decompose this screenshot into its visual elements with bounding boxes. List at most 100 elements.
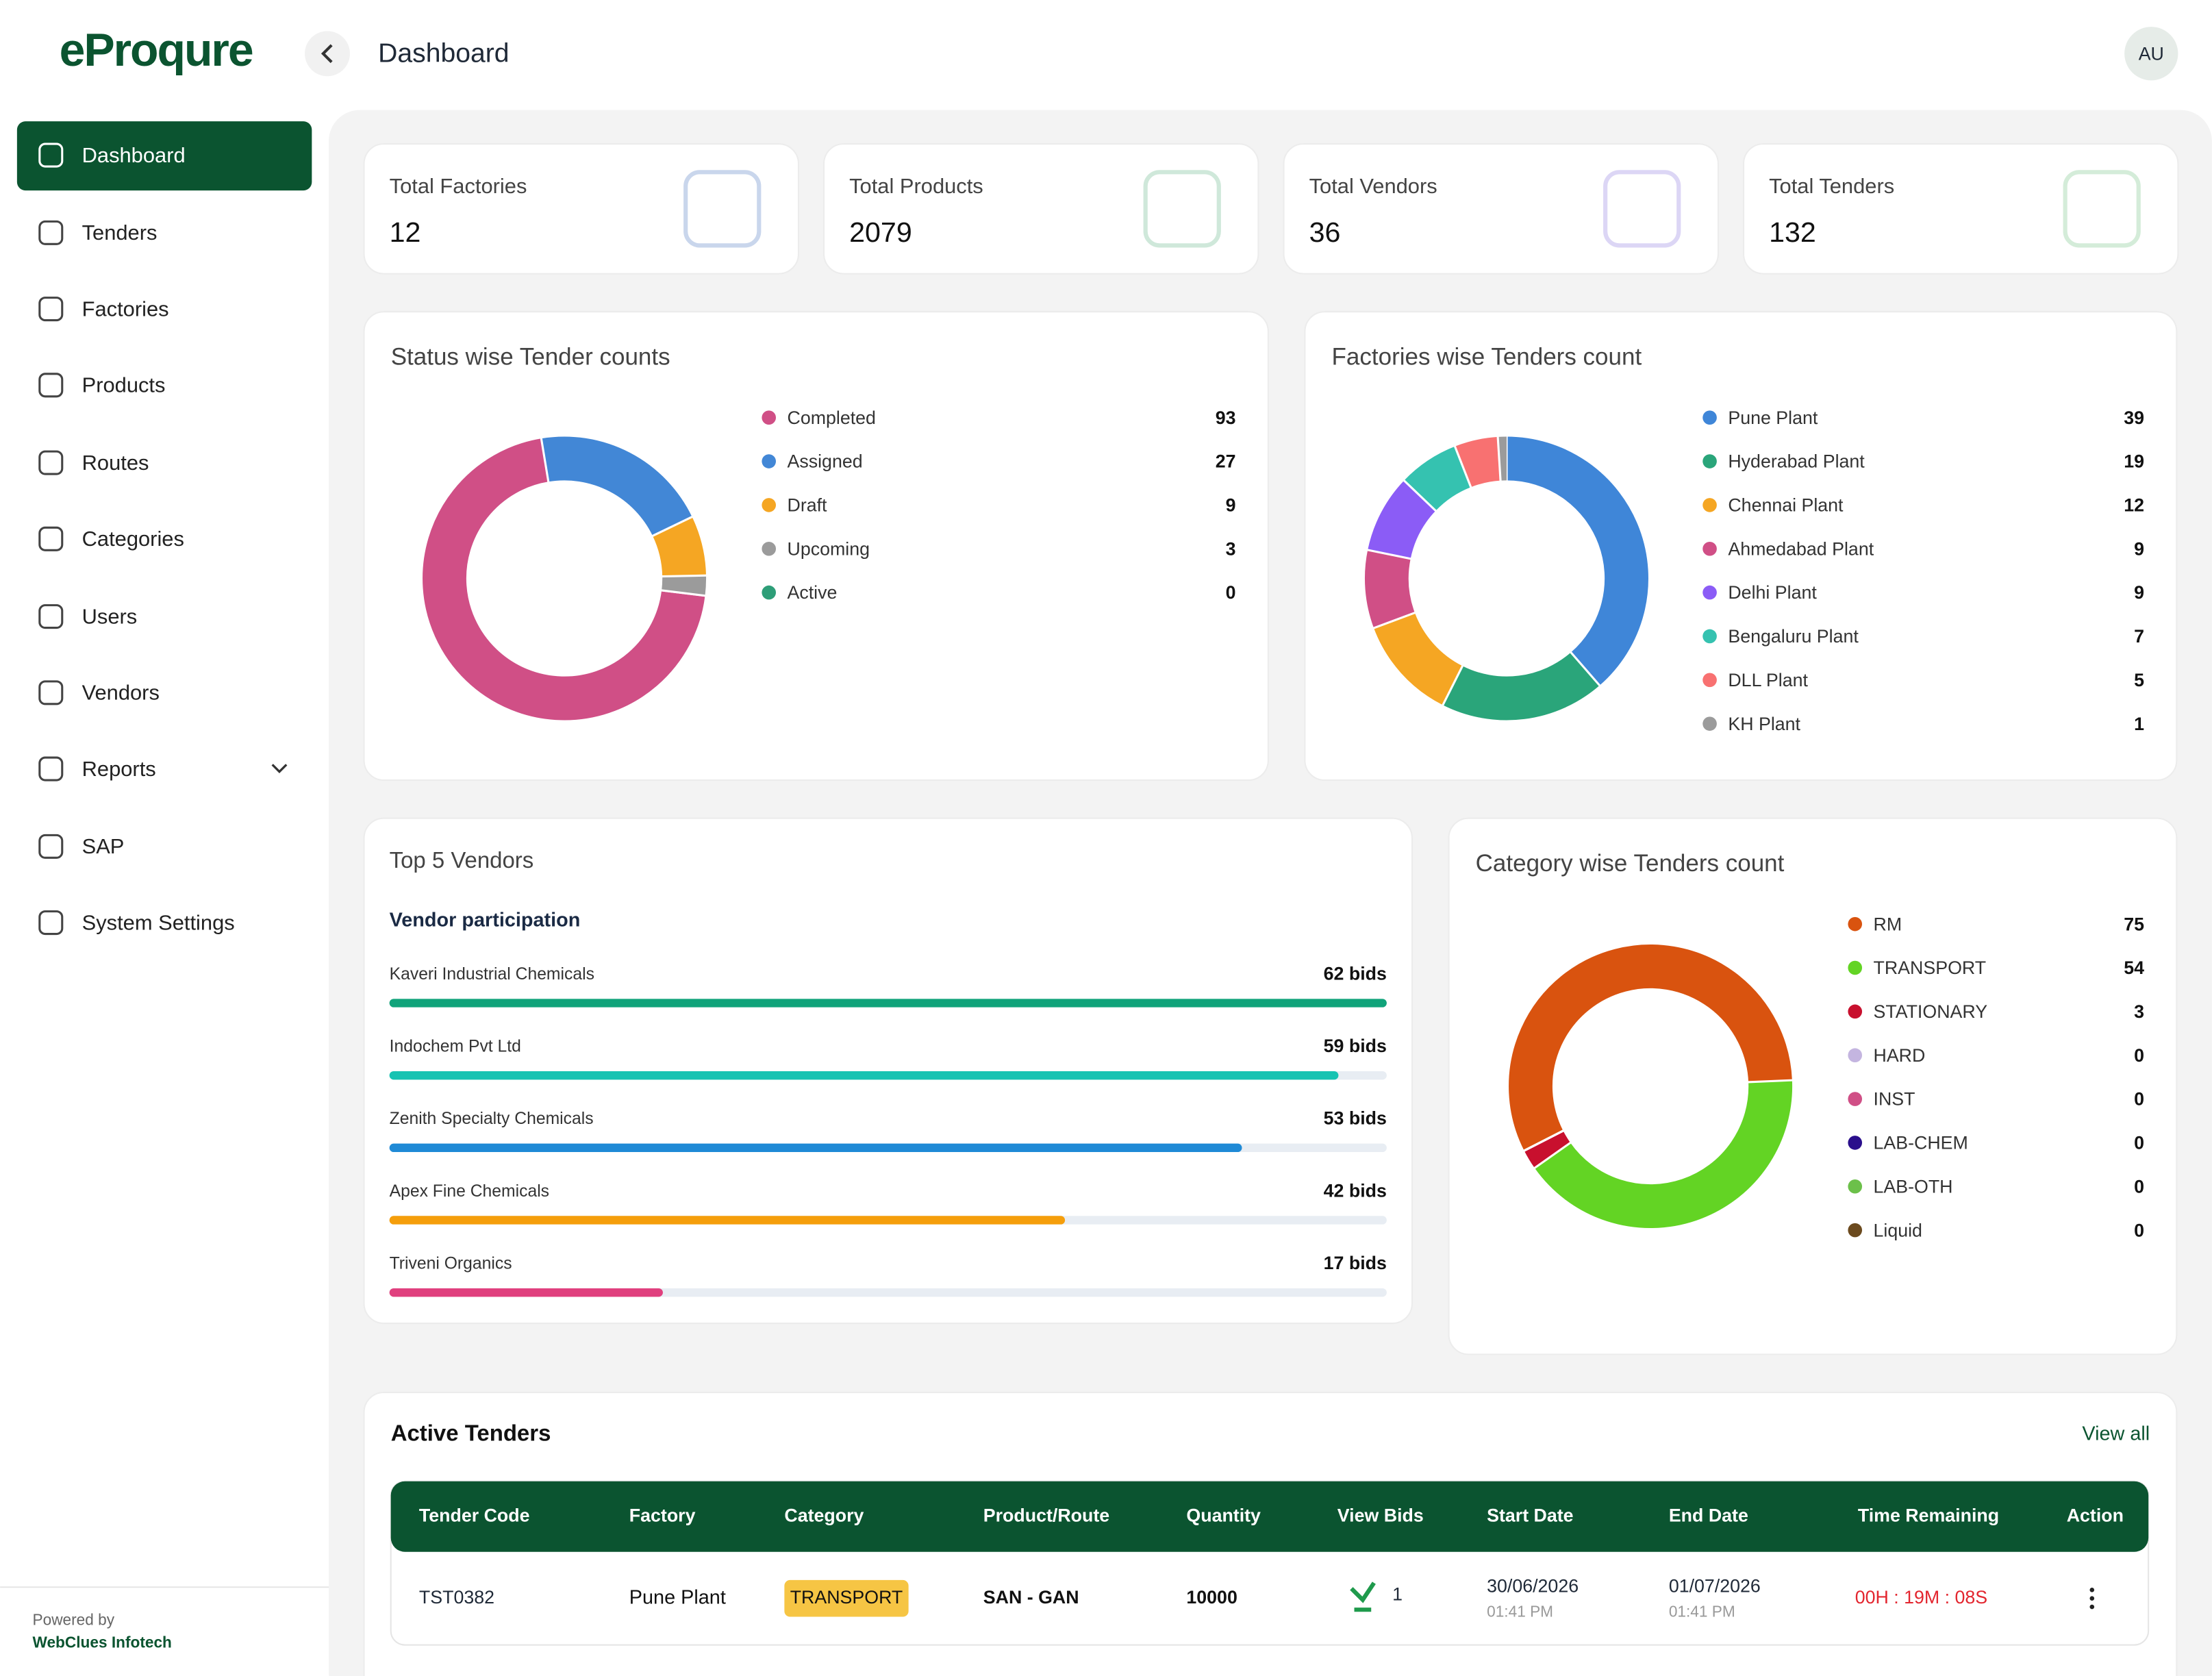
legend-value: 0 (2134, 1176, 2144, 1197)
nav-icon (38, 450, 64, 475)
legend-dot (1848, 1223, 1863, 1238)
nav-icon (38, 834, 64, 859)
legend-value: 19 (2124, 451, 2144, 472)
legend-label: DLL Plant (1728, 670, 1808, 690)
legend-dot (1702, 410, 1717, 425)
legend-value: 0 (2134, 1089, 2144, 1110)
segment-gap (1523, 1129, 1565, 1152)
legend-label: Hyderabad Plant (1728, 451, 1865, 472)
nav-icon (38, 297, 64, 322)
legend-dot (1848, 916, 1863, 931)
segment-gap (660, 589, 706, 597)
nav-icon (38, 373, 64, 398)
column-header: Action (2067, 1505, 2124, 1525)
legend-value: 7 (2134, 626, 2144, 647)
stat-icon (2063, 170, 2141, 248)
card (1304, 311, 2178, 781)
segment-gap (1747, 1079, 1793, 1084)
legend-value: 0 (2134, 1220, 2144, 1240)
donut-segment (1368, 480, 1437, 560)
category-badge (784, 1579, 909, 1617)
bar (389, 999, 1387, 1008)
donut-segment (1374, 612, 1463, 705)
cell: 10000 (1186, 1587, 1237, 1608)
legend-dot (1848, 1004, 1863, 1019)
active-nav (16, 121, 312, 191)
legend-dot (762, 454, 777, 468)
column-header: Category (784, 1505, 864, 1525)
stat-label: Total Vendors (1309, 174, 1437, 198)
legend-label: Ahmedabad Plant (1728, 538, 1874, 559)
legend-dot (1702, 716, 1717, 731)
back-button[interactable] (305, 31, 350, 77)
stat-icon (683, 170, 762, 248)
bar (389, 1288, 663, 1297)
legend-value: 3 (1226, 538, 1236, 559)
nav-icon (38, 604, 64, 629)
column-header: End Date (1669, 1505, 1748, 1525)
legend-label: Liquid (1874, 1220, 1922, 1240)
value-label: 62 bids (1324, 963, 1387, 984)
segment-gap (1442, 664, 1464, 706)
card (823, 143, 1259, 275)
legend-value: 93 (1216, 408, 1236, 428)
legend-value: 0 (1226, 582, 1236, 603)
cell: Pune Plant (629, 1586, 726, 1608)
donut-segment (652, 516, 707, 577)
legend-dot (1702, 454, 1717, 468)
card (1448, 817, 2178, 1355)
donut-segment (1455, 436, 1502, 488)
stat-icon (1143, 170, 1221, 248)
value-label: 53 bids (1324, 1108, 1387, 1129)
segment-gap (662, 574, 707, 578)
view-all-link: View all (2082, 1423, 2150, 1444)
card (1283, 143, 1719, 275)
card (363, 143, 800, 275)
legend-value: 9 (1226, 495, 1236, 516)
nav-icon (38, 142, 64, 168)
card (363, 817, 1413, 1325)
legend-label: INST (1874, 1089, 1915, 1110)
value-label: 17 bids (1324, 1253, 1387, 1273)
kebab-dot[interactable] (2089, 1588, 2095, 1592)
donut-segment (1509, 945, 1792, 1151)
cell: 30/06/2026 (1487, 1575, 1579, 1596)
nav-item: Factories (82, 297, 169, 321)
legend-dot (762, 541, 777, 556)
kebab-dot[interactable] (2089, 1604, 2095, 1610)
legend-label: Draft (787, 495, 827, 516)
legend-label: Bengaluru Plant (1728, 626, 1859, 647)
legend-label: Completed (787, 408, 875, 428)
donut-segment (1404, 446, 1472, 512)
legend-dot (1848, 1092, 1863, 1106)
legend-dot (1702, 541, 1717, 556)
nav-item: Reports (82, 757, 156, 781)
legend-dot (762, 585, 777, 600)
company: WebClues Infotech (33, 1634, 172, 1651)
segment-gap (540, 437, 550, 483)
nav-item: Routes (82, 451, 149, 475)
column-header: View Bids (1337, 1505, 1424, 1525)
kebab-dot[interactable] (2089, 1596, 2095, 1601)
stat-value: 2079 (849, 216, 912, 248)
avatar[interactable] (2124, 27, 2178, 81)
legend-dot (1702, 498, 1717, 512)
nav-item: Tenders (82, 221, 158, 245)
column-header: Tender Code (419, 1505, 530, 1525)
cell: TST0382 (419, 1587, 494, 1608)
bids-icon[interactable] (1350, 1581, 1376, 1612)
legend-value: 27 (1216, 451, 1236, 472)
table-title: Active Tenders (391, 1420, 551, 1445)
legend-value: 9 (2134, 538, 2144, 559)
chart-title: Category wise Tenders count (1476, 850, 1785, 877)
stat-label: Total Products (849, 174, 983, 198)
nav-icon (38, 910, 64, 936)
cell: 01/07/2026 (1669, 1575, 1761, 1596)
card (363, 311, 1269, 781)
segment-gap (1570, 651, 1601, 687)
donut-segment (541, 436, 692, 537)
legend-dot (1848, 960, 1863, 975)
column-header: Time Remaining (1858, 1505, 1999, 1525)
nav-item: Products (82, 373, 166, 397)
legend-value: 54 (2124, 958, 2144, 978)
